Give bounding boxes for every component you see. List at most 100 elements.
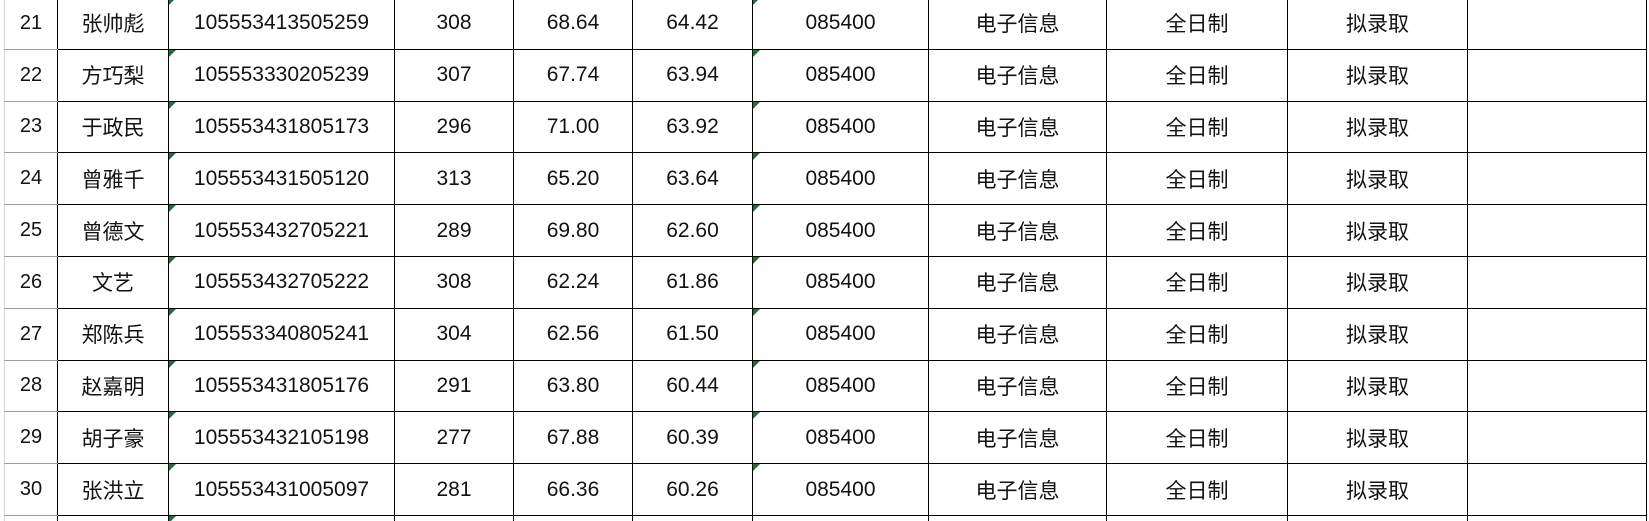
cell-mode[interactable] — [1106, 514, 1288, 521]
cell-score_final[interactable]: 61.86 — [632, 255, 753, 309]
cell-name[interactable]: 曾雅千 — [57, 152, 169, 206]
cell-mode[interactable]: 全日制 — [1106, 307, 1288, 361]
cell-score_retest[interactable]: 71.00 — [513, 100, 633, 154]
cell-status[interactable] — [1287, 514, 1468, 521]
cell-no[interactable]: 28 — [4, 359, 58, 413]
cell-score_initial[interactable]: 277 — [394, 411, 514, 465]
cell-name[interactable]: 文艺 — [57, 255, 169, 309]
cell-code[interactable]: 085400 — [752, 100, 929, 154]
cell-name[interactable]: 赵嘉明 — [57, 359, 169, 413]
cell-status[interactable]: 拟录取 — [1287, 100, 1468, 154]
cell-score_retest[interactable]: 63.80 — [513, 359, 633, 413]
cell-score_final[interactable]: 60.39 — [632, 411, 753, 465]
cell-score_initial[interactable]: 296 — [394, 100, 514, 154]
cell-score_retest[interactable]: 68.64 — [513, 0, 633, 50]
cell-major[interactable]: 电子信息 — [928, 411, 1107, 465]
cell-name[interactable] — [57, 514, 169, 521]
cell-code[interactable]: 085400 — [752, 307, 929, 361]
cell-id[interactable]: 105553431005097 — [168, 463, 395, 516]
cell-name[interactable]: 郑陈兵 — [57, 307, 169, 361]
cell-note[interactable] — [1467, 48, 1647, 102]
cell-mode[interactable]: 全日制 — [1106, 359, 1288, 413]
cell-major[interactable]: 电子信息 — [928, 255, 1107, 309]
cell-major[interactable]: 电子信息 — [928, 204, 1107, 257]
cell-status[interactable]: 拟录取 — [1287, 359, 1468, 413]
cell-no[interactable]: 29 — [4, 411, 58, 465]
cell-major[interactable] — [928, 514, 1107, 521]
cell-major[interactable]: 电子信息 — [928, 307, 1107, 361]
cell-score_initial[interactable]: 281 — [394, 463, 514, 516]
cell-major[interactable]: 电子信息 — [928, 0, 1107, 50]
cell-status[interactable]: 拟录取 — [1287, 463, 1468, 516]
cell-mode[interactable]: 全日制 — [1106, 204, 1288, 257]
cell-score_initial[interactable]: 304 — [394, 307, 514, 361]
cell-no[interactable]: 23 — [4, 100, 58, 154]
cell-status[interactable]: 拟录取 — [1287, 411, 1468, 465]
cell-id[interactable]: 105553431505120 — [168, 152, 395, 206]
cell-status[interactable]: 拟录取 — [1287, 152, 1468, 206]
cell-code[interactable]: 085400 — [752, 463, 929, 516]
cell-name[interactable]: 曾德文 — [57, 204, 169, 257]
cell-score_initial[interactable]: 307 — [394, 48, 514, 102]
cell-note[interactable] — [1467, 307, 1647, 361]
cell-note[interactable] — [1467, 255, 1647, 309]
cell-score_final[interactable]: 60.44 — [632, 359, 753, 413]
cell-id[interactable]: 105553432705221 — [168, 204, 395, 257]
cell-score_initial[interactable]: 291 — [394, 359, 514, 413]
cell-note[interactable] — [1467, 0, 1647, 50]
cell-status[interactable]: 拟录取 — [1287, 255, 1468, 309]
cell-mode[interactable]: 全日制 — [1106, 411, 1288, 465]
cell-note[interactable] — [1467, 514, 1647, 521]
cell-id[interactable]: 105553432705222 — [168, 255, 395, 309]
cell-code[interactable]: 085400 — [752, 204, 929, 257]
cell-mode[interactable]: 全日制 — [1106, 255, 1288, 309]
cell-code[interactable]: 085400 — [752, 152, 929, 206]
cell-status[interactable]: 拟录取 — [1287, 204, 1468, 257]
cell-score_retest[interactable]: 66.36 — [513, 463, 633, 516]
cell-code[interactable]: 085400 — [752, 411, 929, 465]
cell-note[interactable] — [1467, 204, 1647, 257]
cell-id[interactable] — [168, 514, 395, 521]
cell-score_retest[interactable]: 67.74 — [513, 48, 633, 102]
cell-score_final[interactable]: 61.50 — [632, 307, 753, 361]
cell-no[interactable] — [4, 514, 58, 521]
cell-note[interactable] — [1467, 359, 1647, 413]
cell-code[interactable] — [752, 514, 929, 521]
cell-name[interactable]: 张帅彪 — [57, 0, 169, 50]
cell-id[interactable]: 105553432105198 — [168, 411, 395, 465]
cell-code[interactable]: 085400 — [752, 359, 929, 413]
cell-major[interactable]: 电子信息 — [928, 100, 1107, 154]
cell-score_final[interactable]: 60.26 — [632, 463, 753, 516]
cell-major[interactable]: 电子信息 — [928, 359, 1107, 413]
cell-note[interactable] — [1467, 411, 1647, 465]
cell-id[interactable]: 105553340805241 — [168, 307, 395, 361]
cell-no[interactable]: 21 — [4, 0, 58, 50]
cell-name[interactable]: 张洪立 — [57, 463, 169, 516]
cell-no[interactable]: 25 — [4, 204, 58, 257]
cell-mode[interactable]: 全日制 — [1106, 463, 1288, 516]
cell-score_retest[interactable]: 67.88 — [513, 411, 633, 465]
cell-id[interactable]: 105553431805176 — [168, 359, 395, 413]
cell-score_retest[interactable]: 69.80 — [513, 204, 633, 257]
cell-no[interactable]: 24 — [4, 152, 58, 206]
cell-major[interactable]: 电子信息 — [928, 152, 1107, 206]
cell-mode[interactable]: 全日制 — [1106, 100, 1288, 154]
cell-score_retest[interactable]: 62.24 — [513, 255, 633, 309]
cell-no[interactable]: 27 — [4, 307, 58, 361]
cell-score_final[interactable]: 63.64 — [632, 152, 753, 206]
cell-note[interactable] — [1467, 463, 1647, 516]
cell-note[interactable] — [1467, 100, 1647, 154]
cell-name[interactable]: 胡子豪 — [57, 411, 169, 465]
cell-name[interactable]: 方巧梨 — [57, 48, 169, 102]
cell-id[interactable]: 105553330205239 — [168, 48, 395, 102]
cell-mode[interactable]: 全日制 — [1106, 0, 1288, 50]
cell-score_final[interactable]: 64.42 — [632, 0, 753, 50]
cell-score_initial[interactable]: 289 — [394, 204, 514, 257]
cell-code[interactable]: 085400 — [752, 48, 929, 102]
cell-id[interactable]: 105553413505259 — [168, 0, 395, 50]
cell-no[interactable]: 22 — [4, 48, 58, 102]
cell-score_retest[interactable]: 65.20 — [513, 152, 633, 206]
cell-code[interactable]: 085400 — [752, 0, 929, 50]
cell-score_retest[interactable] — [513, 514, 633, 521]
cell-score_initial[interactable]: 313 — [394, 152, 514, 206]
